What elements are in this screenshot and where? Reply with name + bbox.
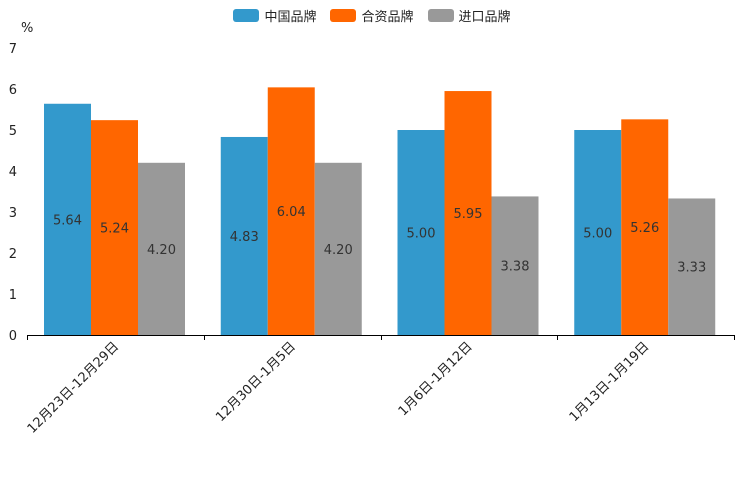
- legend: 中国品牌 合资品牌 进口品牌: [0, 6, 744, 25]
- legend-item-joint-venture-brand[interactable]: 合资品牌: [330, 6, 414, 25]
- y-axis-unit-label: %: [21, 21, 34, 36]
- data-label: 4.20: [147, 243, 176, 258]
- data-label: 4.83: [230, 230, 259, 245]
- data-label: 4.20: [324, 243, 353, 258]
- bar-1-3: [621, 119, 669, 335]
- x-tick-label: 1月6日-1月12日: [396, 339, 476, 419]
- bar-0-1: [220, 136, 268, 335]
- legend-label-imported-brand: 进口品牌: [458, 10, 511, 25]
- bar-2-3: [668, 198, 716, 335]
- x-tick-label: 12月30日-1月5日: [213, 339, 299, 425]
- data-label: 6.04: [277, 205, 306, 220]
- data-label: 5.24: [100, 222, 129, 237]
- data-label: 5.95: [454, 207, 483, 222]
- data-label: 5.64: [53, 213, 82, 228]
- data-label: 3.38: [501, 260, 530, 275]
- y-tick-label: 5: [9, 124, 17, 139]
- x-tick-label: 1月13日-1月19日: [567, 339, 653, 425]
- bar-1-2: [444, 91, 492, 335]
- bar-1-0: [91, 120, 138, 335]
- bar-0-3: [574, 130, 622, 335]
- y-tick-label: 0: [9, 329, 17, 344]
- bar-2-0: [138, 162, 185, 335]
- legend-swatch-imported-brand: [427, 9, 454, 22]
- y-tick-label: 7: [9, 42, 17, 57]
- bar-2-2: [491, 196, 539, 335]
- data-label: 3.33: [677, 261, 706, 276]
- x-tick-label: 12月23日-12月29日: [25, 339, 122, 436]
- bar-1-1: [267, 87, 315, 335]
- y-tick-label: 2: [9, 247, 17, 262]
- legend-item-china-brand[interactable]: 中国品牌: [233, 6, 316, 25]
- y-tick-label: 1: [9, 288, 17, 303]
- bar-0-0: [44, 103, 91, 335]
- y-tick-label: 4: [9, 165, 17, 180]
- data-label: 5.00: [583, 227, 612, 242]
- legend-swatch-joint-venture-brand: [330, 9, 357, 22]
- legend-swatch-china-brand: [233, 9, 260, 22]
- y-tick-label: 3: [9, 206, 17, 221]
- bar-2-1: [314, 162, 362, 335]
- data-label: 5.26: [630, 221, 659, 236]
- legend-label-china-brand: 中国品牌: [264, 10, 317, 25]
- y-tick-label: 6: [9, 83, 17, 98]
- bar-0-2: [397, 130, 445, 335]
- legend-label-joint-venture-brand: 合资品牌: [361, 10, 414, 25]
- legend-item-imported-brand[interactable]: 进口品牌: [427, 6, 511, 25]
- data-label: 5.00: [407, 227, 436, 242]
